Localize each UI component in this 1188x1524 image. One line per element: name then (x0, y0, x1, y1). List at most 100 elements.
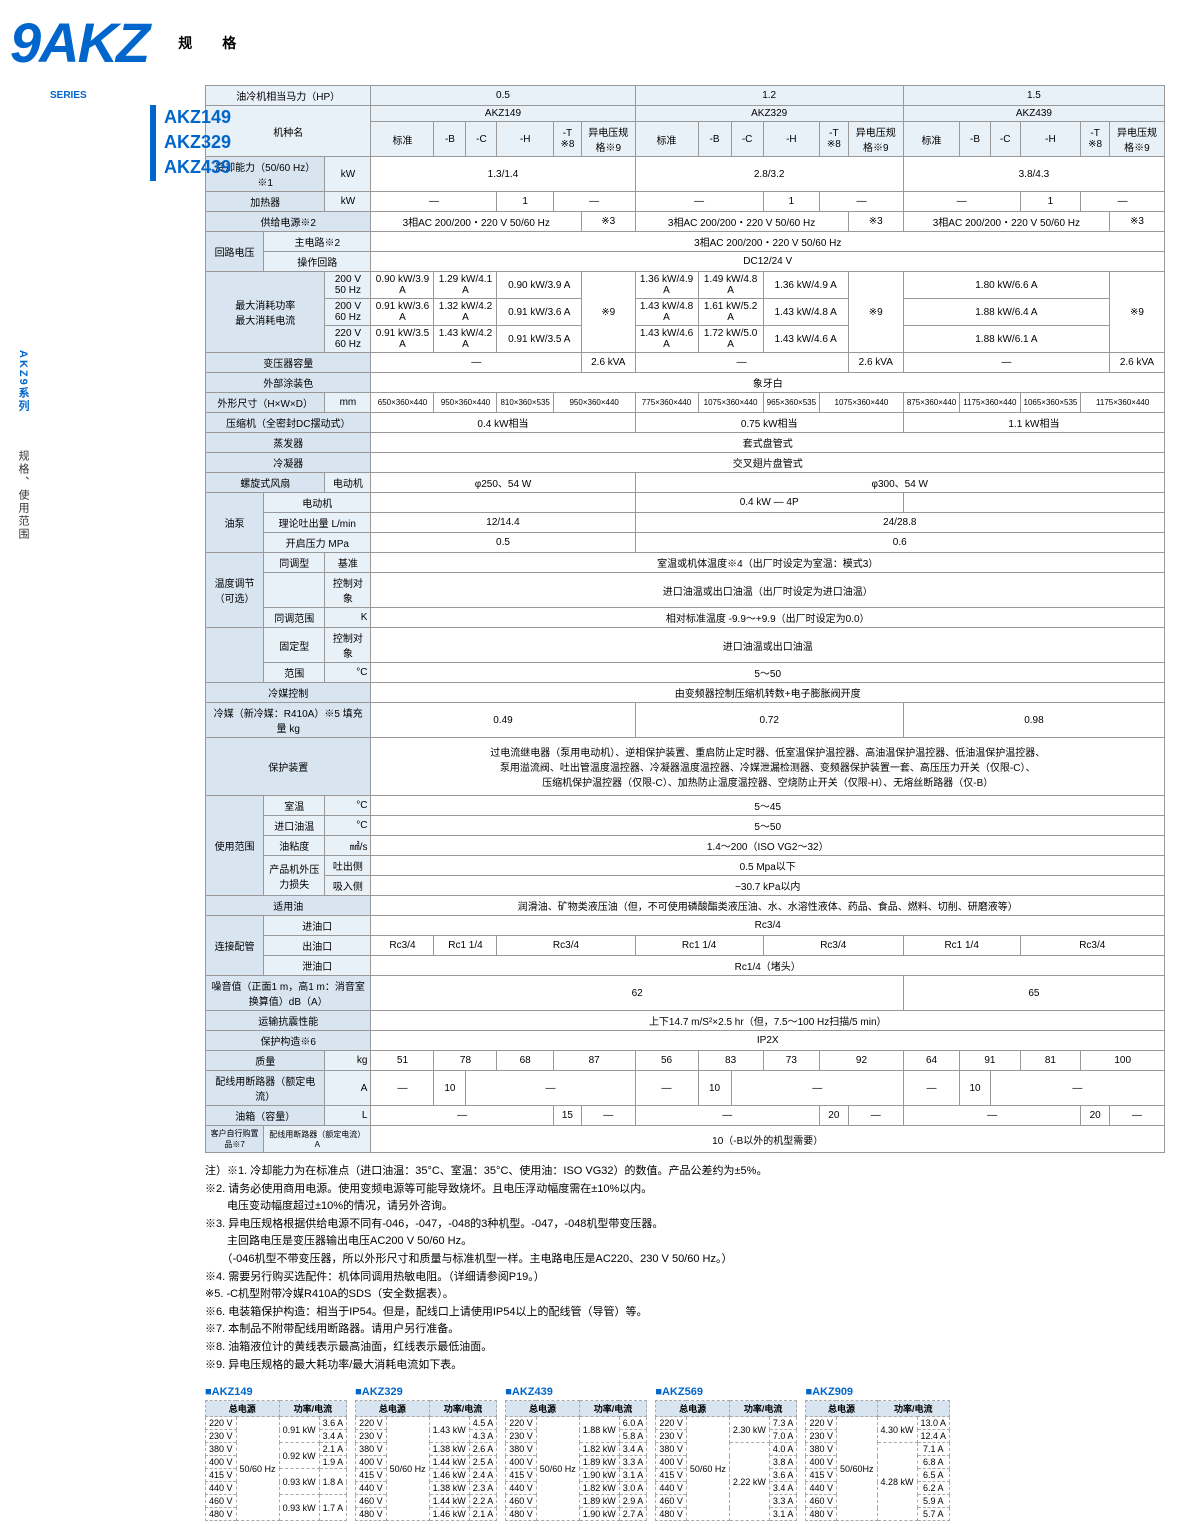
heat-unit: kW (325, 192, 371, 212)
oil-label: 适用油 (206, 896, 371, 916)
note-2: ※2. 请务必使用商用电源。使用变频电源等可能导致烧坏。且电压浮动幅度需在±10… (205, 1181, 1135, 1199)
mn3: AKZ439 (903, 106, 1164, 122)
p1b: 1.29 kW/4.1 A (434, 272, 497, 299)
fan2: φ300、54 W (635, 473, 1165, 493)
d4: 950×360×440 (553, 393, 635, 413)
bd2: — (466, 1071, 635, 1106)
r3: 0.98 (903, 703, 1164, 738)
c16: -H (1020, 122, 1081, 157)
n1: 62 (371, 976, 903, 1011)
comp3: 1.1 kW相当 (903, 413, 1164, 433)
temp-sync: 同调型 (264, 553, 325, 573)
d5: 775×360×440 (635, 393, 698, 413)
t3: — (582, 1106, 635, 1126)
t2: 15 (553, 1106, 581, 1126)
w12: 100 (1081, 1051, 1165, 1071)
cool1: 1.3/1.4 (371, 157, 635, 192)
cool-unit: kW (325, 157, 371, 192)
n2: 65 (903, 976, 1164, 1011)
pn9b: ※9 (848, 272, 903, 353)
pump-motor-val: 0.4 kW — 4P (635, 493, 903, 513)
bd6: — (990, 1071, 1164, 1106)
w4: 87 (553, 1051, 635, 1071)
temp-base: 基准 (325, 553, 371, 573)
use-loss-out: 吐出侧 (325, 856, 371, 876)
c7: 标准 (635, 122, 698, 157)
weight-label: 质量 (206, 1051, 325, 1071)
fan-label: 螺旋式风扇 (206, 473, 325, 493)
mp-label: 最大消耗功率 最大消耗电流 (206, 272, 325, 353)
h1: 1 (497, 192, 553, 212)
w9: 64 (903, 1051, 959, 1071)
pipe-drain-val: Rc1/4（堵头） (371, 956, 1165, 976)
vib-label: 运输抗震性能 (206, 1011, 371, 1031)
tv1: 2.6 kVA (582, 353, 635, 373)
dim-unit: mm (325, 393, 371, 413)
c6: 异电压规格※9 (582, 122, 635, 157)
paint-val: 象牙白 (371, 373, 1165, 393)
vib-val: 上下14.7 m/S²×2.5 hr（但，7.5～100 Hz扫描/5 min） (371, 1011, 1165, 1031)
pf1: 12/14.4 (371, 513, 635, 533)
b10b: 10 (698, 1071, 731, 1106)
pipe-drain: 泄油口 (264, 956, 371, 976)
hp-label: 油冷机相当马力（HP） (206, 86, 371, 106)
p7: 1.80 kW/6.6 A (903, 272, 1109, 299)
p3a: 0.91 kW/3.5 A (371, 326, 434, 353)
use-unit2: °C (325, 816, 371, 836)
p6b: 1.72 kW/5.0 A (698, 326, 763, 353)
d3: 810×360×535 (497, 393, 553, 413)
p2c: 0.91 kW/3.6 A (497, 299, 582, 326)
h3: 1 (1020, 192, 1081, 212)
w10: 91 (960, 1051, 1020, 1071)
use-loss-in: 吸入侧 (325, 876, 371, 896)
hd3: — (635, 192, 763, 212)
note-1: 注）※1. 冷却能力为在标准点（进口油温：35°C、室温：35°C、使用油：IS… (205, 1163, 1135, 1181)
bd5: — (903, 1071, 959, 1106)
pwn3: ※3 (1109, 212, 1164, 232)
td2: — (635, 353, 848, 373)
pipe-out: 出油口 (264, 936, 371, 956)
temp-range-val: 相对标准温度 -9.9～+9.9（出厂时设定为0.0） (371, 608, 1165, 628)
note-6: ※6. 电装箱保护构造：相当于IP54。但是，配线口上请使用IP54以上的配线管… (205, 1304, 1135, 1322)
temp-fixed: 固定型 (264, 628, 325, 663)
use-oil-val: 5～50 (371, 816, 1165, 836)
tv3: 2.6 kVA (1109, 353, 1164, 373)
po3: Rc3/4 (497, 936, 635, 956)
t6: 20 (1081, 1106, 1110, 1126)
r1: 0.49 (371, 703, 635, 738)
pipe-in: 进油口 (264, 916, 371, 936)
hd6: — (1081, 192, 1165, 212)
btable-329: ■AKZ329 总电源功率/电流 220 V50/60 Hz1.43 kW4.5… (355, 1386, 497, 1521)
page-header: 9AKZ SERIES 规 格 (0, 0, 1188, 75)
pn9a: ※9 (582, 272, 635, 353)
model-list: AKZ149 AKZ329 AKZ439 (150, 105, 231, 181)
cust-label: 客户自行购置品※7 (206, 1126, 264, 1153)
p5b: 1.61 kW/5.2 A (698, 299, 763, 326)
breaker-unit: A (325, 1071, 371, 1106)
pump-flow: 理论吐出量 L/min (264, 513, 371, 533)
c12: 异电压规格※9 (848, 122, 903, 157)
p5a: 1.43 kW/4.8 A (635, 299, 698, 326)
po2: Rc1 1/4 (434, 936, 497, 956)
model-329: AKZ329 (164, 130, 231, 155)
tab-spec2: 格 (222, 33, 236, 53)
po4: Rc1 1/4 (635, 936, 763, 956)
p5c: 1.43 kW/4.8 A (763, 299, 848, 326)
btable-909: ■AKZ909 总电源功率/电流 220 V50/60Hz4.30 kW13.0… (805, 1386, 950, 1521)
cv-label: 回路电压 (206, 232, 264, 272)
c18: 异电压规格※9 (1109, 122, 1164, 157)
b10a: 10 (434, 1071, 466, 1106)
c9: -C (731, 122, 763, 157)
bottom-tables: ■AKZ149 总电源功率/电流 220 V50/60 Hz0.91 kW3.6… (205, 1386, 1188, 1521)
c3: -C (466, 122, 497, 157)
temp-range-unit: K (325, 608, 371, 628)
c14: -B (960, 122, 991, 157)
td1: — (371, 353, 582, 373)
p6c: 1.43 kW/4.6 A (763, 326, 848, 353)
protc-val: IP2X (371, 1031, 1165, 1051)
t7: — (1109, 1106, 1164, 1126)
pw-label: 供给电源※2 (206, 212, 371, 232)
model-149: AKZ149 (164, 105, 231, 130)
hd4: — (820, 192, 904, 212)
tab-spec: 规 (178, 33, 192, 53)
